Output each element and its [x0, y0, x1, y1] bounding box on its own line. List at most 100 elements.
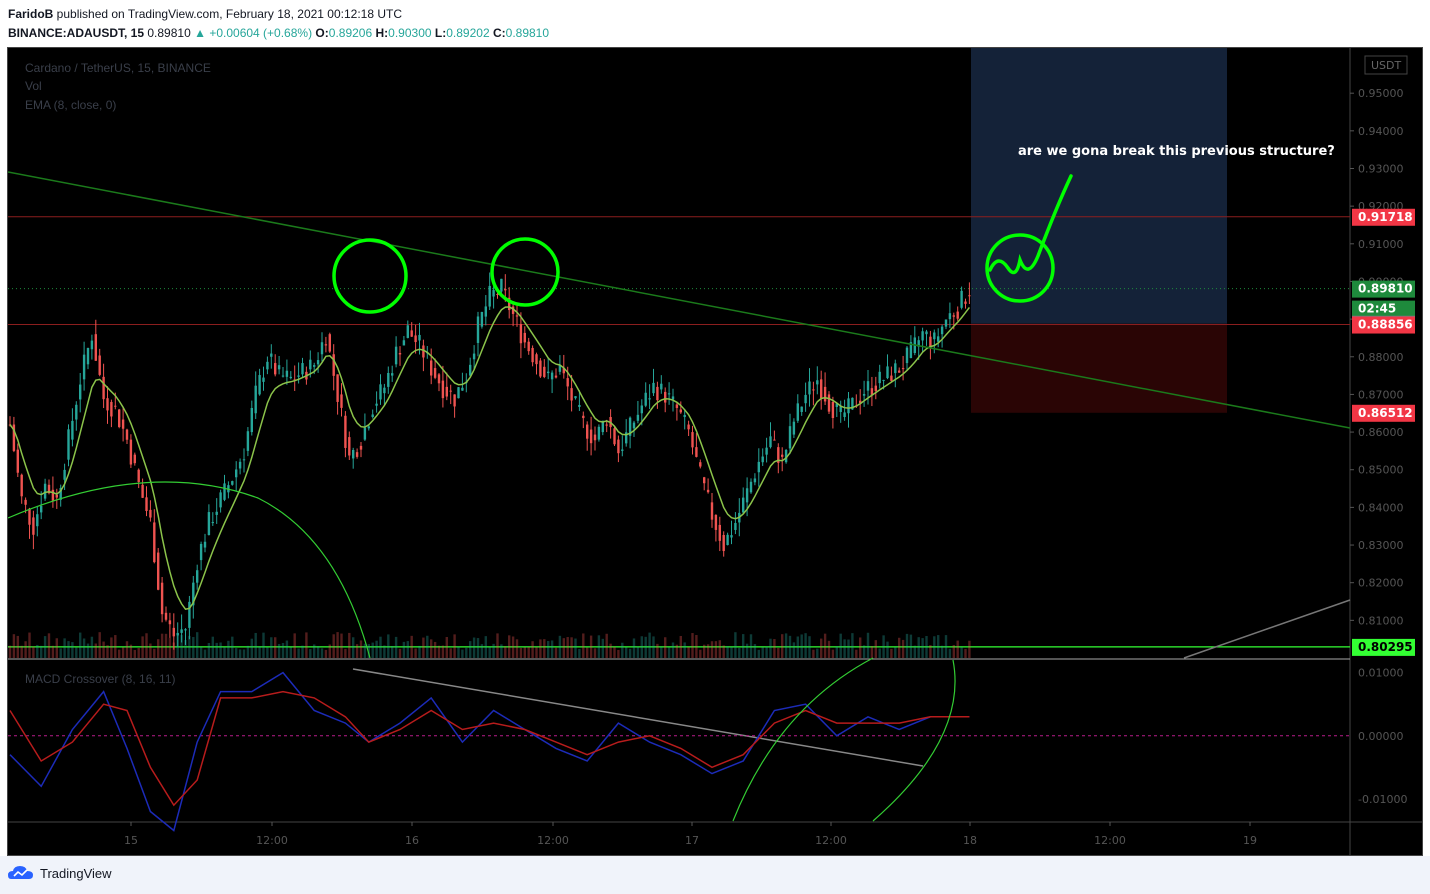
- volume-bar: [784, 633, 788, 658]
- high-value: 0.90300: [388, 26, 432, 40]
- volume-bar: [558, 635, 562, 658]
- candle-body: [589, 429, 593, 444]
- volume-bar: [391, 645, 394, 658]
- highlight-circle-3[interactable]: [985, 233, 1055, 303]
- candle-body: [313, 365, 316, 367]
- volume-bar: [8, 645, 12, 658]
- currency-label[interactable]: USDT: [1371, 59, 1402, 72]
- candle-body: [671, 396, 675, 400]
- volume-bar: [184, 640, 187, 658]
- time-tick-label: 12:00: [1094, 834, 1126, 847]
- volume-bar: [812, 649, 815, 658]
- macd-trendline[interactable]: [352, 668, 924, 767]
- ema-legend: EMA (8, close, 0): [25, 98, 117, 112]
- macd-arc-left[interactable]: [732, 657, 874, 822]
- candle-body: [47, 484, 51, 494]
- tradingview-logo[interactable]: TradingView: [8, 865, 112, 881]
- candle-body: [71, 420, 74, 440]
- volume-bar: [180, 635, 183, 658]
- volume-bar: [831, 649, 835, 658]
- annotation-text[interactable]: are we gona break this previous structur…: [1018, 144, 1335, 159]
- volume-bar: [246, 645, 250, 658]
- candle-body: [523, 332, 526, 343]
- tradingview-brand-text: TradingView: [40, 865, 112, 881]
- candle-body: [905, 347, 909, 364]
- volume-bar: [878, 648, 881, 658]
- price-label-text: 0.89810: [1358, 282, 1413, 296]
- volume-bar: [527, 647, 530, 658]
- volume-bar: [51, 645, 55, 658]
- candle-body: [792, 421, 796, 435]
- volume-bar: [508, 635, 511, 658]
- stop-loss-zone[interactable]: [971, 323, 1227, 413]
- take-profit-zone[interactable]: [971, 48, 1227, 324]
- candle-body: [266, 361, 269, 370]
- price-tick-label: 0.95000: [1358, 87, 1404, 100]
- volume-bar: [90, 636, 94, 658]
- volume-bar: [675, 644, 679, 658]
- volume-bar: [102, 641, 105, 658]
- candle-body: [940, 326, 944, 335]
- candle-body: [355, 452, 359, 457]
- candle-body: [461, 387, 464, 391]
- arrow-scribble[interactable]: [988, 174, 1073, 275]
- volume-bar: [628, 648, 632, 658]
- volume-bar: [687, 646, 690, 658]
- chart-svg[interactable]: are we gona break this previous structur…: [8, 48, 1422, 855]
- candle-body: [562, 368, 565, 374]
- candle-body: [593, 434, 597, 441]
- volume-bar: [461, 649, 464, 658]
- volume-bar: [71, 642, 74, 658]
- candle-body: [644, 392, 647, 406]
- highlight-circle-2[interactable]: [490, 237, 560, 307]
- candle-body: [114, 405, 117, 407]
- candle-body: [445, 386, 448, 397]
- volume-bar: [862, 645, 866, 658]
- highlight-circle-1[interactable]: [332, 238, 408, 314]
- volume-bar: [297, 648, 300, 658]
- volume-bar: [305, 632, 308, 658]
- candle-body: [679, 409, 682, 413]
- candle-body: [597, 426, 601, 440]
- volume-bar: [445, 636, 448, 658]
- volume-bar: [640, 636, 643, 658]
- candle-body: [28, 508, 31, 525]
- candle-body: [886, 366, 889, 379]
- volume-legend: Vol: [25, 79, 42, 93]
- candle-body: [324, 344, 328, 346]
- chart-area[interactable]: are we gona break this previous structur…: [7, 47, 1423, 856]
- volume-bar: [137, 648, 140, 658]
- gray-trendline[interactable]: [1183, 599, 1351, 659]
- candle-body: [757, 461, 760, 473]
- volume-bar: [16, 635, 19, 658]
- author-name[interactable]: FaridoB: [8, 7, 54, 21]
- candle-body: [469, 364, 472, 376]
- candle-body: [925, 331, 928, 335]
- volume-bar: [79, 632, 82, 658]
- volume-bar: [773, 639, 776, 658]
- price-tick-label: 0.85000: [1358, 464, 1404, 477]
- candle-body: [761, 456, 764, 463]
- arc-drawing[interactable]: [8, 481, 371, 659]
- candle-body: [718, 524, 721, 541]
- candle-body: [348, 437, 351, 456]
- candle-body: [515, 315, 519, 317]
- candle-body: [344, 415, 347, 448]
- candle-body: [215, 511, 218, 515]
- candle-body: [699, 462, 702, 467]
- volume-bar: [176, 633, 179, 658]
- time-tick-label: 12:00: [256, 834, 288, 847]
- volume-bar: [597, 635, 601, 658]
- volume-bar: [383, 645, 386, 658]
- volume-bar: [336, 632, 339, 658]
- currency-box[interactable]: [1364, 55, 1408, 75]
- candle-body: [94, 334, 97, 361]
- candle-body: [944, 319, 948, 327]
- volume-bar: [531, 641, 534, 658]
- macd-arc-right[interactable]: [872, 659, 956, 822]
- descending-trendline[interactable]: [8, 171, 1351, 429]
- candle-body: [301, 363, 304, 375]
- volume-bar: [110, 637, 113, 658]
- volume-bar: [492, 643, 495, 658]
- candle-body: [484, 306, 487, 317]
